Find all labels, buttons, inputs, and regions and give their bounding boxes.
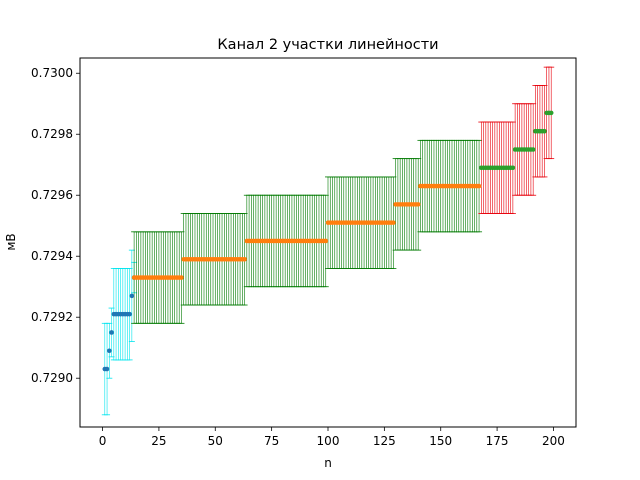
data-point — [510, 165, 516, 171]
y-tick-label: 0.7290 — [31, 371, 73, 385]
x-tick-label: 200 — [542, 434, 565, 448]
y-tick-label: 0.7292 — [31, 310, 73, 324]
y-axis-label: мВ — [4, 233, 18, 250]
chart-title: Канал 2 участки линейности — [217, 37, 438, 53]
data-point — [530, 147, 536, 152]
y-tick-label: 0.7294 — [31, 249, 73, 263]
data-point — [415, 202, 421, 207]
data-point — [104, 366, 110, 372]
marker-series-1 — [131, 183, 482, 280]
data-point — [323, 238, 329, 244]
x-tick-label: 125 — [373, 434, 396, 448]
x-tick-label: 100 — [317, 434, 340, 448]
plot-area — [101, 66, 555, 416]
data-point — [242, 256, 247, 262]
data-point — [391, 220, 396, 225]
x-tick-label: 25 — [151, 434, 166, 448]
y-tick-label: 0.7300 — [31, 66, 73, 80]
marker-series-0 — [102, 275, 137, 372]
data-point — [542, 128, 547, 134]
data-point — [476, 183, 482, 189]
x-tick-label: 0 — [99, 434, 107, 448]
y-tick-label: 0.7296 — [31, 188, 73, 202]
x-tick-label: 150 — [429, 434, 452, 448]
x-tick-label: 175 — [486, 434, 509, 448]
data-point — [107, 348, 112, 354]
data-point — [548, 110, 554, 116]
data-point — [179, 275, 184, 280]
x-tick-label: 75 — [264, 434, 279, 448]
y-tick-label: 0.7298 — [31, 127, 73, 141]
data-point — [129, 293, 135, 299]
data-point — [127, 311, 132, 317]
data-point — [109, 330, 114, 335]
x-axis-label: n — [324, 456, 332, 470]
y-axis: 0.7290 0.7292 0.7294 0.7296 0.7298 0.7300 — [31, 66, 80, 385]
x-axis: 0 25 50 75 100 125 150 175 200 — [99, 427, 565, 448]
marker-series-2 — [479, 110, 554, 171]
x-tick-label: 50 — [208, 434, 223, 448]
